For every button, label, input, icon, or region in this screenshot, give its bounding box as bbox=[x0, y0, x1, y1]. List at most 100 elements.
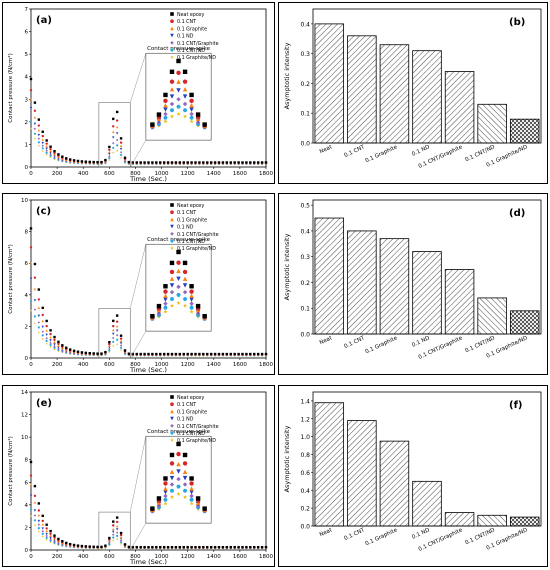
x-tick-label: 1400 bbox=[207, 554, 221, 560]
legend-entry: 0.1 Graphite/ND bbox=[177, 55, 216, 61]
inset-data-point bbox=[169, 488, 175, 493]
data-point bbox=[41, 130, 44, 133]
data-point bbox=[29, 290, 33, 293]
bar bbox=[412, 480, 442, 527]
inset-data-point bbox=[163, 301, 168, 306]
data-point bbox=[49, 336, 52, 339]
data-point bbox=[96, 545, 99, 549]
legend-entry: 0.1 Graphite/ND bbox=[177, 438, 216, 444]
data-point bbox=[112, 336, 115, 340]
data-point bbox=[100, 160, 103, 164]
data-point bbox=[29, 300, 33, 303]
x-tick-label: 0.1 ND bbox=[411, 144, 431, 157]
data-point bbox=[245, 161, 248, 164]
inset-data-point bbox=[163, 107, 168, 112]
legend-marker bbox=[170, 48, 174, 52]
data-point bbox=[33, 484, 37, 488]
data-point bbox=[76, 350, 80, 353]
data-point bbox=[115, 138, 119, 142]
data-point bbox=[92, 352, 95, 355]
bar bbox=[379, 44, 410, 144]
y-axis-label: Contact pressure (N/cm²) bbox=[7, 436, 14, 506]
data-point bbox=[115, 534, 119, 537]
inset-data-point bbox=[182, 469, 188, 475]
data-point bbox=[41, 514, 44, 518]
data-point bbox=[264, 352, 268, 356]
inset-data-point bbox=[189, 486, 194, 491]
legend-entry: Neat epoxy bbox=[177, 12, 205, 18]
inset-data-point bbox=[189, 119, 194, 124]
data-point bbox=[45, 532, 48, 536]
data-point bbox=[45, 324, 48, 328]
data-point bbox=[92, 545, 95, 548]
data-point bbox=[233, 161, 236, 164]
bar bbox=[509, 118, 540, 144]
data-point bbox=[45, 536, 48, 539]
data-point bbox=[139, 352, 142, 356]
data-point bbox=[221, 161, 225, 164]
bar-chart: 0.0 0.2 0.4 0.6 0.8 1.0 1.2 1.4 Asymptotic inten… bbox=[283, 391, 542, 553]
data-point bbox=[213, 352, 217, 356]
inset-data-point bbox=[163, 493, 168, 499]
bar bbox=[347, 35, 377, 144]
x-tick-label: 200 bbox=[52, 171, 63, 177]
y-tick-label: 0.3 bbox=[300, 254, 310, 261]
data-point bbox=[37, 527, 41, 530]
data-point bbox=[33, 509, 37, 512]
inset-data-point bbox=[189, 289, 194, 294]
data-point bbox=[37, 530, 40, 533]
data-point bbox=[41, 523, 44, 526]
y-tick-label: 0.4 bbox=[300, 228, 310, 235]
data-point bbox=[115, 528, 119, 531]
data-point bbox=[41, 319, 44, 323]
legend-marker bbox=[170, 224, 174, 229]
data-point bbox=[166, 352, 170, 356]
y-tick-label: 2 bbox=[25, 120, 29, 126]
bar bbox=[444, 71, 475, 144]
legend-marker bbox=[170, 416, 174, 421]
y-tick-label: 5 bbox=[25, 52, 29, 58]
data-point bbox=[68, 348, 72, 351]
data-point bbox=[108, 347, 111, 351]
data-point bbox=[80, 544, 84, 548]
data-point bbox=[119, 531, 123, 535]
inset-data-point bbox=[163, 111, 168, 117]
data-point bbox=[45, 149, 48, 152]
inset-data-point bbox=[163, 481, 168, 486]
data-point bbox=[112, 520, 115, 523]
chart-panel-d: 0.0 0.1 0.2 0.3 0.4 0.5 Asymptotic intensity (d… bbox=[278, 193, 548, 375]
x-tick-label: 1800 bbox=[259, 362, 273, 368]
data-point bbox=[29, 501, 33, 504]
x-tick-label: 0.1 CNT bbox=[343, 335, 366, 350]
inset-data-point bbox=[182, 452, 188, 458]
legend-entry: 0.1 CNT/ND bbox=[177, 431, 205, 437]
data-point bbox=[72, 349, 76, 353]
data-point bbox=[135, 161, 138, 164]
inset-data-point bbox=[189, 293, 194, 298]
inset-data-point bbox=[150, 122, 155, 127]
data-point bbox=[45, 527, 48, 530]
data-point bbox=[57, 340, 60, 344]
x-tick-label: 1600 bbox=[233, 171, 247, 177]
inset-data-point bbox=[182, 283, 188, 288]
data-point bbox=[33, 501, 37, 504]
inset-data-point bbox=[156, 112, 162, 117]
y-tick-label: 0.0 bbox=[300, 141, 310, 148]
legend-marker bbox=[170, 217, 174, 222]
x-tick-label: Neat bbox=[319, 144, 334, 155]
data-point bbox=[162, 545, 166, 549]
data-point bbox=[45, 529, 48, 533]
inset-data-point bbox=[189, 497, 194, 502]
data-point bbox=[33, 287, 37, 291]
data-point bbox=[229, 161, 232, 164]
y-tick-label: 0.4 bbox=[300, 21, 310, 28]
data-point bbox=[119, 141, 123, 144]
data-point bbox=[115, 520, 119, 524]
data-point bbox=[174, 352, 178, 356]
data-point bbox=[253, 161, 256, 164]
data-point bbox=[213, 545, 217, 549]
x-tick-label: 200 bbox=[52, 362, 63, 368]
y-tick-label: 0.4 bbox=[300, 488, 310, 495]
x-axis-label: Time (Sec.) bbox=[129, 366, 167, 374]
inset-data-point bbox=[163, 92, 168, 98]
